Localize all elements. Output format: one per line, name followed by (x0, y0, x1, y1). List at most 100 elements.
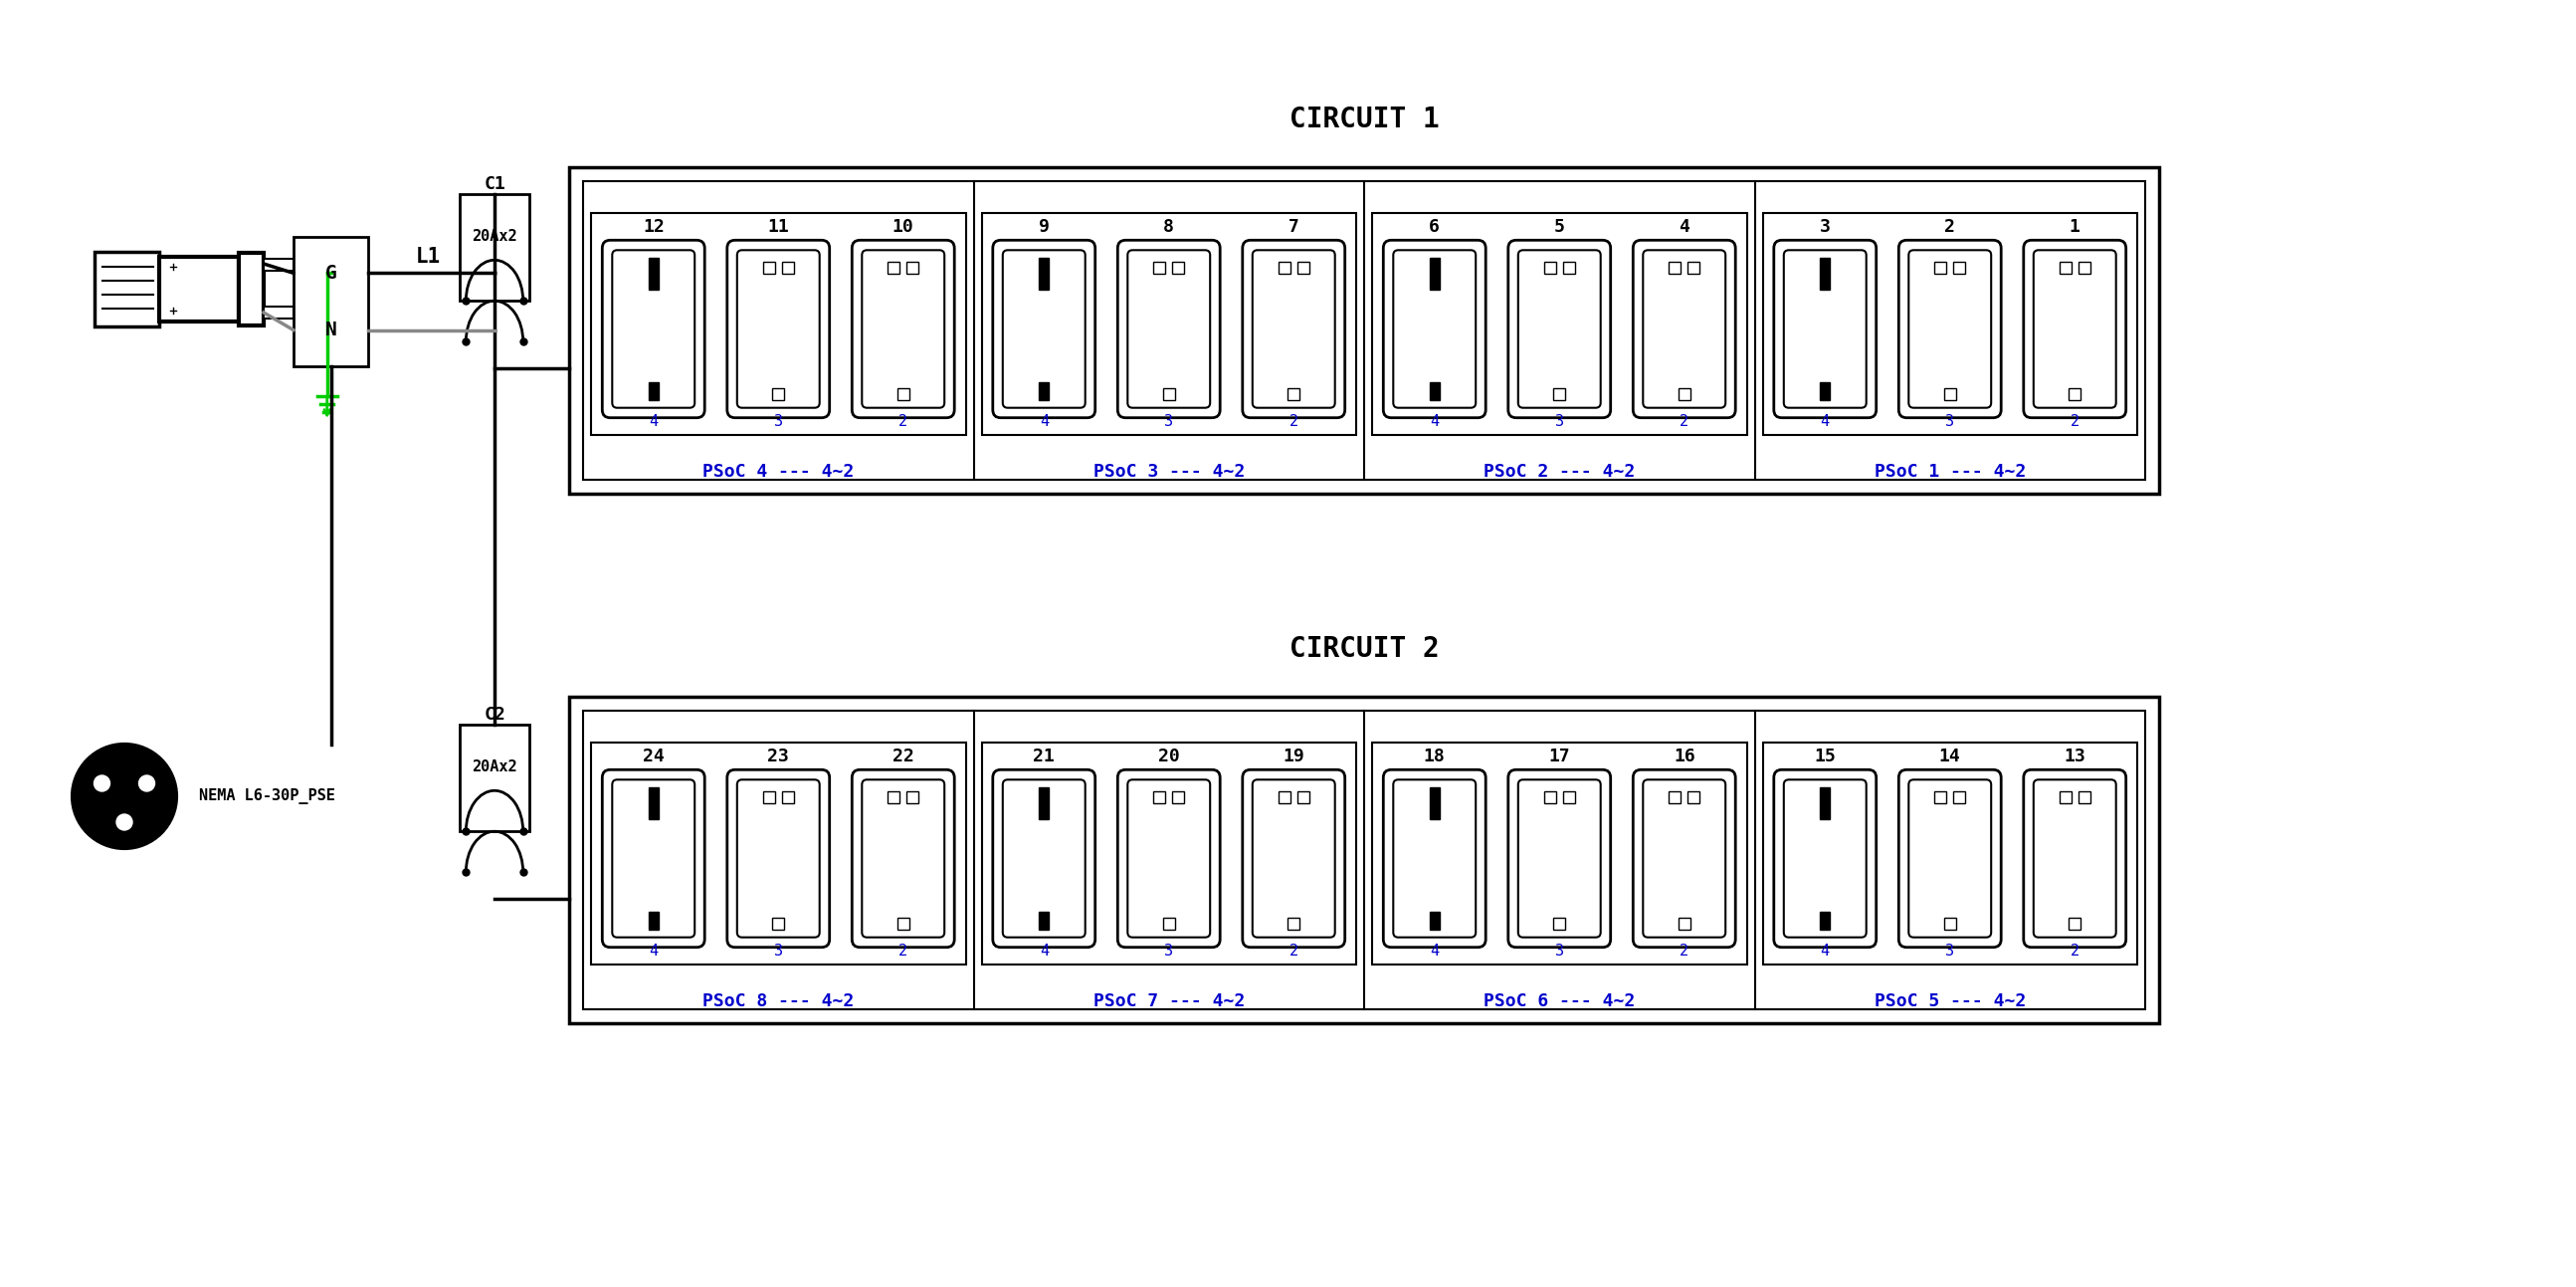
Bar (783, 263, 793, 274)
Text: 23: 23 (768, 748, 788, 766)
Bar (1945, 918, 1955, 929)
Text: 17: 17 (1548, 748, 1571, 766)
Bar (1553, 387, 1566, 400)
Bar (582, 181, 2146, 480)
Bar (907, 263, 920, 274)
Text: PSoC 6 --- 4~2: PSoC 6 --- 4~2 (1484, 992, 1636, 1010)
Text: 3: 3 (1164, 413, 1175, 429)
Bar (1543, 792, 1556, 803)
Bar (1430, 259, 1440, 290)
Text: C1: C1 (484, 175, 505, 193)
Bar (773, 387, 783, 400)
FancyBboxPatch shape (1507, 241, 1610, 418)
Bar (2058, 263, 2071, 274)
FancyBboxPatch shape (613, 250, 696, 408)
Bar (1288, 387, 1301, 400)
Bar (896, 387, 909, 400)
Bar (889, 792, 899, 803)
Bar (95, 251, 160, 326)
Bar (1038, 259, 1048, 290)
Bar (773, 918, 783, 929)
Text: 3: 3 (773, 413, 783, 429)
Bar (649, 259, 659, 290)
FancyBboxPatch shape (603, 241, 706, 418)
Bar (1680, 918, 1690, 929)
Bar (783, 792, 793, 803)
Text: 2: 2 (2071, 943, 2079, 958)
Bar (240, 252, 263, 326)
Bar (263, 259, 294, 270)
Text: CIRCUIT 2: CIRCUIT 2 (1288, 634, 1440, 663)
Bar (1687, 263, 1700, 274)
FancyBboxPatch shape (1783, 780, 1865, 937)
Text: 4: 4 (1680, 218, 1690, 236)
Bar (1669, 263, 1680, 274)
FancyBboxPatch shape (1394, 250, 1476, 408)
Bar (1288, 918, 1301, 929)
FancyBboxPatch shape (1118, 241, 1221, 418)
FancyBboxPatch shape (1909, 250, 1991, 408)
Text: PSoC 8 --- 4~2: PSoC 8 --- 4~2 (703, 992, 855, 1010)
FancyBboxPatch shape (1242, 241, 1345, 418)
FancyBboxPatch shape (1252, 250, 1334, 408)
Text: PSoC 2 --- 4~2: PSoC 2 --- 4~2 (1484, 463, 1636, 481)
Text: 6: 6 (1430, 218, 1440, 236)
Text: 9: 9 (1038, 218, 1048, 236)
Bar (1373, 743, 1747, 964)
Text: 16: 16 (1674, 748, 1695, 766)
Bar (1298, 792, 1309, 803)
Text: 24: 24 (641, 748, 665, 766)
Bar (889, 263, 899, 274)
Bar (2058, 792, 2071, 803)
Bar (1543, 263, 1556, 274)
Text: 4: 4 (1821, 943, 1829, 958)
Text: 22: 22 (891, 748, 914, 766)
Bar (1935, 792, 1947, 803)
FancyBboxPatch shape (1507, 770, 1610, 947)
Text: 2: 2 (2071, 413, 2079, 429)
Bar (1564, 792, 1574, 803)
Bar (590, 214, 966, 435)
FancyBboxPatch shape (863, 780, 945, 937)
Text: 3: 3 (1945, 943, 1955, 958)
Text: 4: 4 (1430, 943, 1440, 958)
Text: 5: 5 (1553, 218, 1564, 236)
Circle shape (139, 775, 155, 792)
FancyBboxPatch shape (1002, 780, 1084, 937)
FancyBboxPatch shape (1128, 250, 1211, 408)
Text: PSoC 1 --- 4~2: PSoC 1 --- 4~2 (1875, 463, 2025, 481)
FancyBboxPatch shape (1383, 770, 1486, 947)
Text: 10: 10 (891, 218, 914, 236)
Text: 3: 3 (1556, 943, 1564, 958)
Bar (1162, 918, 1175, 929)
Bar (569, 696, 2159, 1023)
Bar (981, 743, 1355, 964)
Text: NEMA L6-30P_PSE: NEMA L6-30P_PSE (198, 789, 335, 804)
Bar (1564, 263, 1574, 274)
Bar (1278, 263, 1291, 274)
FancyBboxPatch shape (992, 770, 1095, 947)
FancyBboxPatch shape (726, 241, 829, 418)
FancyBboxPatch shape (853, 770, 953, 947)
Text: 7: 7 (1288, 218, 1298, 236)
Bar (1762, 743, 2138, 964)
Bar (1680, 387, 1690, 400)
Text: PSoC 4 --- 4~2: PSoC 4 --- 4~2 (703, 463, 855, 481)
Text: 2: 2 (1945, 218, 1955, 236)
FancyBboxPatch shape (1118, 770, 1221, 947)
Text: N: N (325, 320, 337, 340)
Circle shape (93, 775, 111, 792)
Circle shape (80, 753, 167, 839)
FancyBboxPatch shape (737, 250, 819, 408)
Bar (1373, 214, 1747, 435)
FancyBboxPatch shape (1252, 780, 1334, 937)
Bar (1821, 382, 1829, 400)
Circle shape (82, 753, 167, 839)
Bar (896, 918, 909, 929)
Text: 14: 14 (1940, 748, 1960, 766)
Bar (1953, 792, 1965, 803)
Bar (1687, 792, 1700, 803)
Text: 3: 3 (1945, 413, 1955, 429)
FancyBboxPatch shape (1643, 780, 1726, 937)
Bar (1430, 911, 1440, 929)
